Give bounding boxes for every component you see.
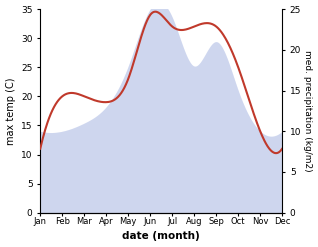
X-axis label: date (month): date (month) xyxy=(122,231,200,242)
Y-axis label: max temp (C): max temp (C) xyxy=(5,77,16,145)
Y-axis label: med. precipitation (kg/m2): med. precipitation (kg/m2) xyxy=(303,50,313,172)
